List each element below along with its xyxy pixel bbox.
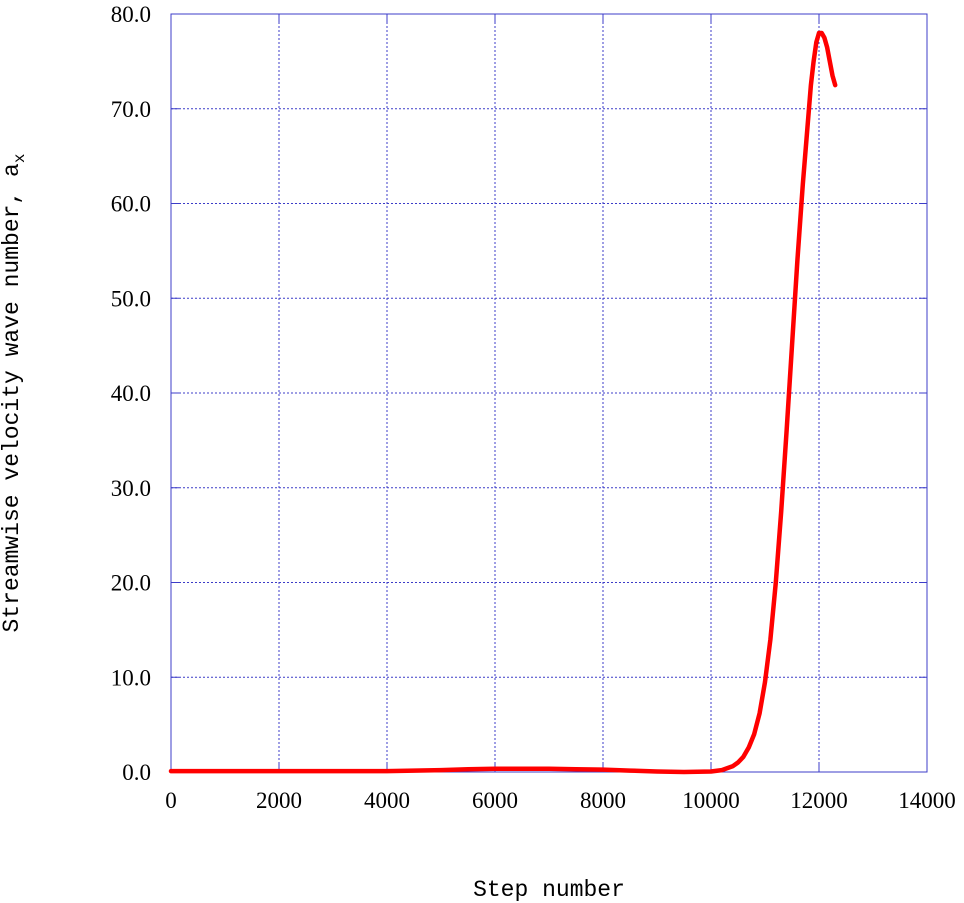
y-tick-label: 20.0 <box>111 571 151 596</box>
y-axis-title-main: Streamwise velocity wave number, a <box>0 163 25 632</box>
x-tick-label: 12000 <box>790 788 848 813</box>
y-tick-label: 10.0 <box>111 665 151 690</box>
y-tick-label: 40.0 <box>111 381 151 406</box>
series-layer <box>168 30 838 775</box>
y-tick-label: 70.0 <box>111 97 151 122</box>
x-tick-label: 8000 <box>580 788 626 813</box>
x-tick-label: 4000 <box>364 788 410 813</box>
x-tick-label: 6000 <box>472 788 518 813</box>
x-axis-title: Step number <box>473 877 625 903</box>
y-tick-label: 50.0 <box>111 286 151 311</box>
x-tick-label: 10000 <box>682 788 740 813</box>
y-tick-label: 30.0 <box>111 476 151 501</box>
tick-labels: 0 2000 4000 6000 8000 10000 12000 14000 0.0 10.0 2… <box>111 2 956 813</box>
grid <box>171 14 927 772</box>
x-tick-label: 0 <box>165 788 177 813</box>
y-axis-title-group: Streamwise velocity wave number, ax <box>0 154 29 633</box>
y-tick-label: 80.0 <box>111 2 151 27</box>
y-tick-label: 0.0 <box>122 760 151 785</box>
x-tick-label: 2000 <box>256 788 302 813</box>
x-tick-label: 14000 <box>898 788 956 813</box>
series-line <box>168 30 838 775</box>
y-axis-title: Streamwise velocity wave number, ax <box>0 154 29 633</box>
y-axis-title-subscript: x <box>11 154 29 164</box>
y-tick-label: 60.0 <box>111 192 151 217</box>
